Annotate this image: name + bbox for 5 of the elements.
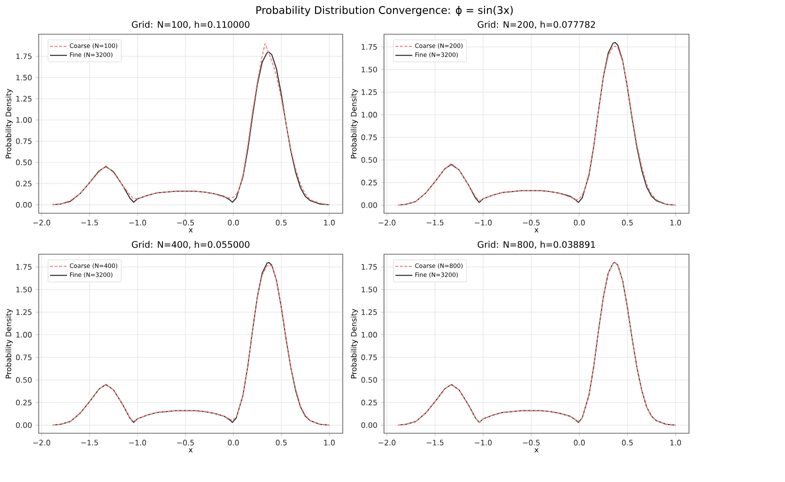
chart-title: Grid: N=200, h=0.077782 [478, 20, 595, 29]
chart-title: Grid: N=400, h=0.055000 [132, 240, 250, 249]
chart-title: Grid: N=100, h=0.110000 [132, 20, 250, 29]
chart-title: Grid: N=800, h=0.038891 [478, 240, 595, 249]
text: Probability Distribution Convergence: ϕ = sin(3x) [256, 6, 513, 16]
